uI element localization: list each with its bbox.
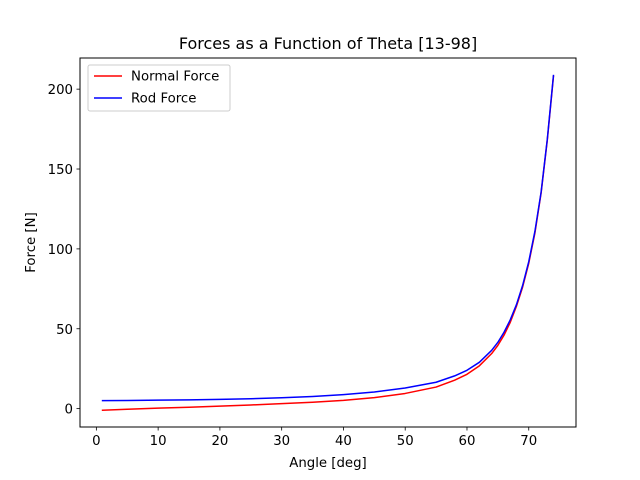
y-axis-ticks: 0 50 100 150 200 [48,83,80,418]
series-line-rod-force [101,74,555,402]
x-tick-label: 0 [92,434,100,449]
series-layer [101,74,555,412]
legend-frame [87,64,231,112]
y-tick-label: 0 [65,403,73,418]
y-tick-label: 100 [48,243,73,258]
x-axis-ticks: 0 10 20 30 40 50 60 70 [92,427,537,449]
x-tick-label: 10 [150,434,167,449]
legend: Normal Force Rod Force [87,64,231,112]
x-tick-label: 70 [520,434,537,449]
y-axis-label: Force [N] [24,212,39,273]
y-tick-label: 150 [48,163,73,178]
y-tick-label: 200 [48,83,73,98]
x-tick-label: 60 [459,434,476,449]
x-axis-label: Angle [deg] [289,456,367,471]
legend-label-rod-force: Rod Force [131,92,196,107]
plot-area-frame [79,57,577,428]
x-tick-label: 20 [211,434,228,449]
legend-label-normal-force: Normal Force [131,70,219,85]
y-tick-label: 50 [56,323,73,338]
x-tick-label: 40 [335,434,352,449]
chart-title: Forces as a Function of Theta [13-98] [179,34,477,53]
x-tick-label: 50 [397,434,414,449]
x-tick-label: 30 [273,434,290,449]
